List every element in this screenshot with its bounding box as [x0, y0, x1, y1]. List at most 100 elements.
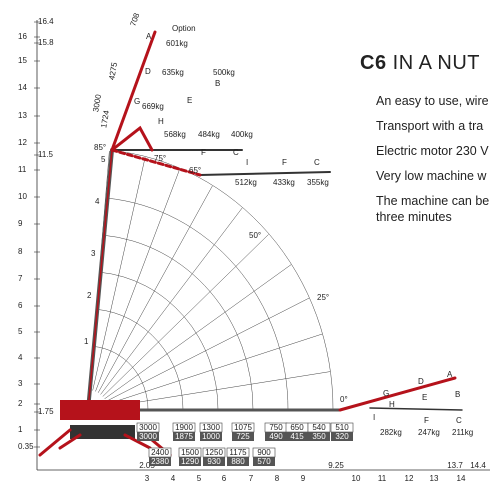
boom-label: B	[455, 390, 460, 399]
x-axis-label: 9.25	[328, 461, 344, 470]
y-axis-label: 1	[18, 425, 23, 434]
boom-label: 512kg	[235, 178, 257, 187]
boom-label: 433kg	[273, 178, 295, 187]
y-axis-label: 5	[18, 327, 23, 336]
boom-label: Option	[172, 24, 196, 33]
boom-label: D	[145, 67, 151, 76]
load-value: 2400	[151, 448, 169, 457]
boom-label: B	[215, 79, 220, 88]
boom-label: A	[146, 32, 152, 41]
load-value-reduced: 490	[269, 432, 283, 441]
boom-label: A	[447, 370, 453, 379]
boom-label: 1724	[99, 109, 111, 129]
boom-label: 3	[91, 249, 96, 258]
load-box-dark	[203, 457, 225, 466]
boom-label: 50°	[249, 231, 261, 240]
jib-85	[110, 30, 157, 152]
y-axis-label: 4	[18, 353, 23, 362]
y-axis-label: 15	[18, 56, 27, 65]
load-value: 1900	[175, 423, 193, 432]
load-value-reduced: 1000	[202, 432, 220, 441]
x-axis-label: 14	[457, 474, 466, 483]
radial-line	[107, 333, 323, 405]
boom-label: 85°	[94, 143, 106, 152]
load-box-dark	[308, 432, 330, 441]
boom-label: 500kg	[213, 68, 235, 77]
load-value-reduced: 725	[236, 432, 250, 441]
load-value: 650	[290, 423, 304, 432]
load-value-reduced: 3000	[139, 432, 157, 441]
boom-label: 247kg	[418, 428, 440, 437]
load-value: 1500	[181, 448, 199, 457]
boom-label: 75°	[154, 154, 166, 163]
load-box-dark	[149, 457, 171, 466]
labels: 16.41615.81514131211.51110987654321.7510…	[18, 11, 486, 483]
radial-line	[95, 168, 181, 392]
load-value: 1075	[234, 423, 252, 432]
load-value: 1300	[202, 423, 220, 432]
boom-label: F	[424, 416, 429, 425]
outriggers	[38, 428, 172, 457]
load-value-reduced: 350	[312, 432, 326, 441]
boom-label: 400kg	[231, 130, 253, 139]
boom-drawings	[38, 30, 463, 457]
jib-bottom-line	[369, 407, 463, 411]
load-value: 510	[335, 423, 349, 432]
boom-label: E	[422, 393, 427, 402]
x-axis-label: 14.4	[470, 461, 486, 470]
boom-label: 2	[87, 291, 92, 300]
y-axis-label: 0.35	[18, 442, 34, 451]
title-bold: C6	[360, 52, 387, 74]
load-value: 540	[312, 423, 326, 432]
x-axis-label: 8	[275, 474, 280, 483]
y-axis-label: 11.5	[38, 150, 54, 159]
range-arc	[110, 150, 334, 411]
y-axis-label: 2	[18, 399, 23, 408]
load-box-dark	[265, 432, 287, 441]
crane-track	[70, 425, 135, 439]
y-axis-label: 13	[18, 111, 27, 120]
x-axis-label: 13	[430, 474, 439, 483]
boom-label: C	[314, 158, 320, 167]
boom-label: 3000	[91, 93, 103, 113]
radial-line	[107, 371, 331, 408]
feature-list: An easy to use, wire Transport with a tra…	[360, 93, 500, 225]
load-value: 3000	[139, 423, 157, 432]
load-value-reduced: 1875	[175, 432, 193, 441]
boom-label: C	[456, 416, 462, 425]
feature-line: An easy to use, wire	[376, 94, 489, 108]
radial-line	[97, 185, 213, 393]
boom-label: 65°	[189, 166, 201, 175]
load-box-dark	[253, 457, 275, 466]
boom-label: G	[383, 389, 389, 398]
load-value: 1175	[229, 448, 247, 457]
title: C6 IN A NUT	[360, 52, 500, 75]
load-box-dark	[173, 432, 195, 441]
range-arc	[96, 309, 184, 411]
load-value-reduced: 415	[290, 432, 304, 441]
boom-label: 0°	[340, 395, 348, 404]
y-axis-label: 16	[18, 32, 27, 41]
boom-label: I	[246, 158, 248, 167]
boom-label: 4275	[107, 61, 119, 81]
feature-line: Transport with a tra	[376, 119, 484, 133]
x-axis-label: 2.05	[139, 461, 155, 470]
title-rest: IN A NUT	[392, 52, 480, 74]
x-axis-label: 4	[171, 474, 176, 483]
y-axis-label: 10	[18, 192, 27, 201]
y-axis-label: 1.75	[38, 407, 54, 416]
jib-link	[110, 148, 202, 177]
boom-label: 708	[128, 11, 141, 27]
boom-label: 1	[84, 337, 89, 346]
load-value: 1250	[205, 448, 223, 457]
boom-label: 635kg	[162, 68, 184, 77]
x-axis-label: 5	[197, 474, 202, 483]
y-axis-label: 11	[18, 165, 27, 174]
x-axis-label: 11	[378, 474, 387, 483]
feature-line: three minutes	[376, 210, 452, 224]
boom-label: G	[134, 97, 140, 106]
load-box-dark	[286, 432, 308, 441]
load-value: 900	[257, 448, 271, 457]
boom-label: E	[187, 96, 192, 105]
